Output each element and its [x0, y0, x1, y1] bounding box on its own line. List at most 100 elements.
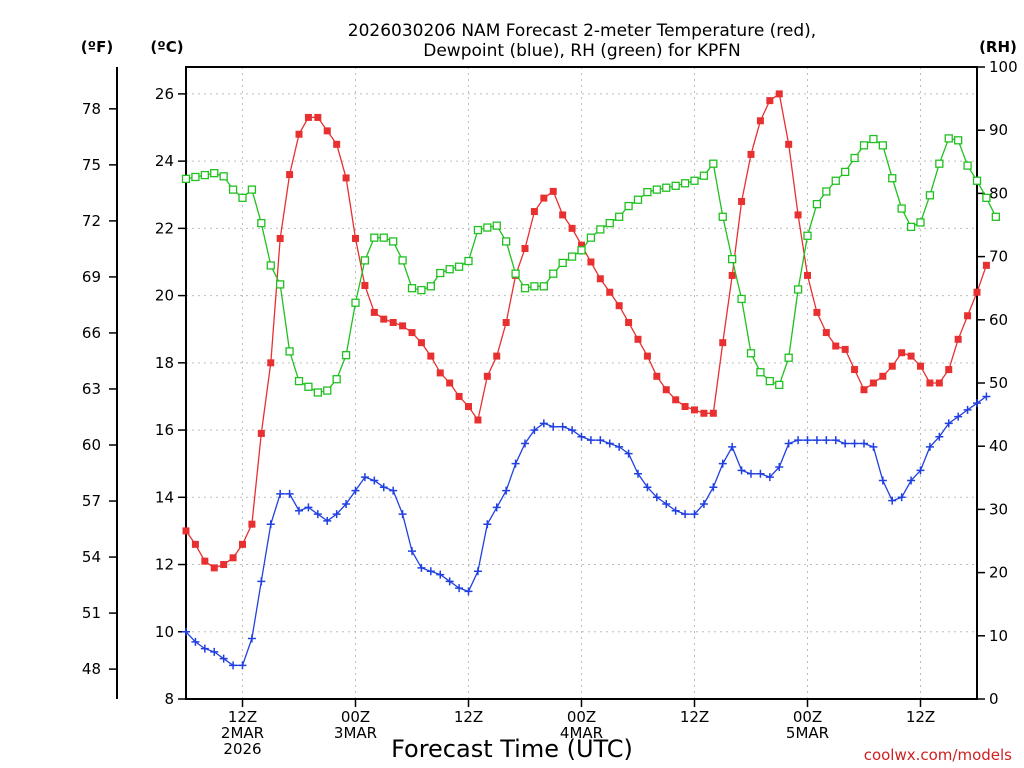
temperature-point [643, 352, 651, 360]
x-tick-label: 00Z [793, 708, 822, 726]
temperature-point [681, 403, 689, 411]
dewpoint-point [935, 432, 944, 441]
temperature-point [474, 416, 482, 424]
rh-tick-label: 50 [989, 374, 1008, 392]
x-tick-label: 00Z [567, 708, 596, 726]
x-tick-label: 12Z [680, 708, 709, 726]
temperature-point [738, 197, 746, 205]
temperature-point [822, 329, 830, 337]
temperature-point [747, 150, 755, 158]
dewpoint-point [652, 493, 661, 502]
rh-point [323, 386, 332, 395]
temperature-point [578, 241, 585, 249]
temperature-point [766, 97, 774, 105]
rh-point [313, 388, 322, 397]
rh-point [294, 376, 304, 386]
rh-point [690, 176, 699, 185]
temperature-point [191, 540, 199, 548]
rh-point [426, 282, 435, 291]
rh-point [511, 269, 520, 278]
rh-point [671, 181, 680, 190]
dewpoint-point [445, 577, 454, 586]
rh-point [379, 233, 388, 242]
dewpoint-point [238, 661, 247, 670]
temperature-point [276, 234, 284, 242]
x-tick-label: 2026 [223, 740, 261, 758]
temperature-point [964, 312, 972, 320]
rh-point [737, 294, 746, 304]
dewpoint-point [963, 405, 972, 414]
rh-point [483, 223, 492, 232]
chart-title-line-1: 2026030206 NAM Forecast 2-meter Temperat… [348, 21, 816, 41]
x-tick-label: 12Z [228, 708, 257, 726]
dewpoint-point [313, 510, 322, 519]
rh-unit-label: (RH) [979, 38, 1017, 56]
dewpoint-point [295, 506, 303, 515]
dewpoint-line [185, 395, 987, 667]
fahrenheit-tick-label: 60 [82, 436, 101, 454]
rh-point [530, 282, 539, 291]
dewpoint-point [982, 392, 991, 401]
rh-point [991, 212, 1000, 221]
dewpoint-point [549, 422, 558, 431]
dewpoint-point [765, 473, 774, 482]
dewpoint-point [803, 436, 812, 445]
rh-point [709, 159, 718, 168]
dewpoint-point [436, 570, 445, 579]
temperature-point [954, 335, 962, 343]
dewpoint-point [662, 500, 671, 509]
temperature-point [229, 554, 237, 562]
rh-point [341, 351, 351, 360]
fahrenheit-tick-label: 51 [82, 604, 101, 622]
rh-point [869, 134, 878, 144]
dewpoint-point [794, 436, 803, 445]
rh-point [181, 174, 191, 184]
dewpoint-point [408, 547, 416, 556]
x-tick-label: 4MAR [560, 724, 603, 742]
temperature-point [945, 366, 953, 374]
dewpoint-point [530, 426, 539, 435]
fahrenheit-tick-label: 72 [82, 212, 101, 230]
rh-point [615, 212, 624, 221]
temperature-point [982, 261, 990, 269]
dewpoint-point [681, 510, 690, 519]
temperature-point [794, 211, 802, 219]
temperature-point [804, 271, 811, 279]
dewpoint-point [718, 459, 727, 468]
temperature-point [220, 561, 228, 569]
dewpoint-point [737, 466, 746, 475]
temperature-point [869, 379, 877, 387]
rh-point [407, 284, 417, 293]
temperature-series [182, 90, 990, 572]
dewpoint-point [219, 654, 228, 663]
temperature-point [333, 140, 341, 148]
dewpoint-point [558, 422, 567, 431]
dewpoint-point [671, 506, 680, 515]
dewpoint-point [850, 439, 859, 448]
dewpoint-point [304, 503, 313, 512]
temperature-point [568, 224, 576, 232]
rh-point [972, 176, 982, 185]
x-tick-label: 12Z [454, 708, 483, 726]
rh-point [944, 134, 953, 143]
temperature-point [691, 406, 698, 414]
temperature-point [408, 329, 416, 337]
rh-tick-label: 0 [989, 690, 999, 708]
rh-tick-label: 30 [989, 500, 1008, 518]
dewpoint-point [869, 442, 878, 451]
dewpoint-point [775, 463, 784, 472]
celsius-tick-label: 22 [155, 219, 174, 237]
rh-point [238, 193, 247, 202]
rh-point [454, 262, 464, 271]
dewpoint-point [812, 436, 821, 445]
rh-point [699, 171, 709, 180]
rh-point [756, 368, 765, 377]
rh-point [549, 269, 558, 278]
rh-point [775, 380, 784, 390]
rh-point [436, 268, 445, 278]
dewpoint-point [954, 412, 963, 421]
dewpoint-point [492, 503, 501, 512]
dewpoint-point [455, 584, 464, 593]
temperature-point [653, 372, 661, 380]
temperature-point [860, 386, 868, 394]
